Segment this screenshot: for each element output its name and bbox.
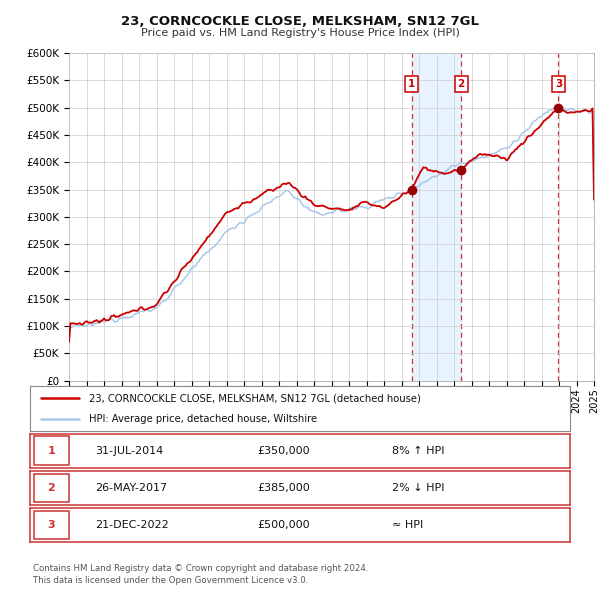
Text: Price paid vs. HM Land Registry's House Price Index (HPI): Price paid vs. HM Land Registry's House …: [140, 28, 460, 38]
Text: 1: 1: [408, 79, 415, 89]
Text: 23, CORNCOCKLE CLOSE, MELKSHAM, SN12 7GL: 23, CORNCOCKLE CLOSE, MELKSHAM, SN12 7GL: [121, 15, 479, 28]
Text: £385,000: £385,000: [257, 483, 310, 493]
Text: HPI: Average price, detached house, Wiltshire: HPI: Average price, detached house, Wilt…: [89, 414, 317, 424]
Text: 2% ↓ HPI: 2% ↓ HPI: [392, 483, 444, 493]
Text: £350,000: £350,000: [257, 446, 310, 455]
FancyBboxPatch shape: [34, 474, 69, 502]
Text: 2: 2: [47, 483, 55, 493]
Text: £500,000: £500,000: [257, 520, 310, 530]
Text: 8% ↑ HPI: 8% ↑ HPI: [392, 446, 444, 455]
Text: 3: 3: [555, 79, 562, 89]
Text: 1: 1: [47, 446, 55, 455]
Text: Contains HM Land Registry data © Crown copyright and database right 2024.
This d: Contains HM Land Registry data © Crown c…: [33, 565, 368, 585]
Text: 2: 2: [458, 79, 465, 89]
Text: ≈ HPI: ≈ HPI: [392, 520, 423, 530]
Text: 31-JUL-2014: 31-JUL-2014: [95, 446, 163, 455]
Text: 23, CORNCOCKLE CLOSE, MELKSHAM, SN12 7GL (detached house): 23, CORNCOCKLE CLOSE, MELKSHAM, SN12 7GL…: [89, 394, 421, 404]
Bar: [412, 53, 461, 381]
Text: 21-DEC-2022: 21-DEC-2022: [95, 520, 169, 530]
FancyBboxPatch shape: [34, 511, 69, 539]
Text: 26-MAY-2017: 26-MAY-2017: [95, 483, 167, 493]
Text: 3: 3: [47, 520, 55, 530]
FancyBboxPatch shape: [34, 437, 69, 465]
